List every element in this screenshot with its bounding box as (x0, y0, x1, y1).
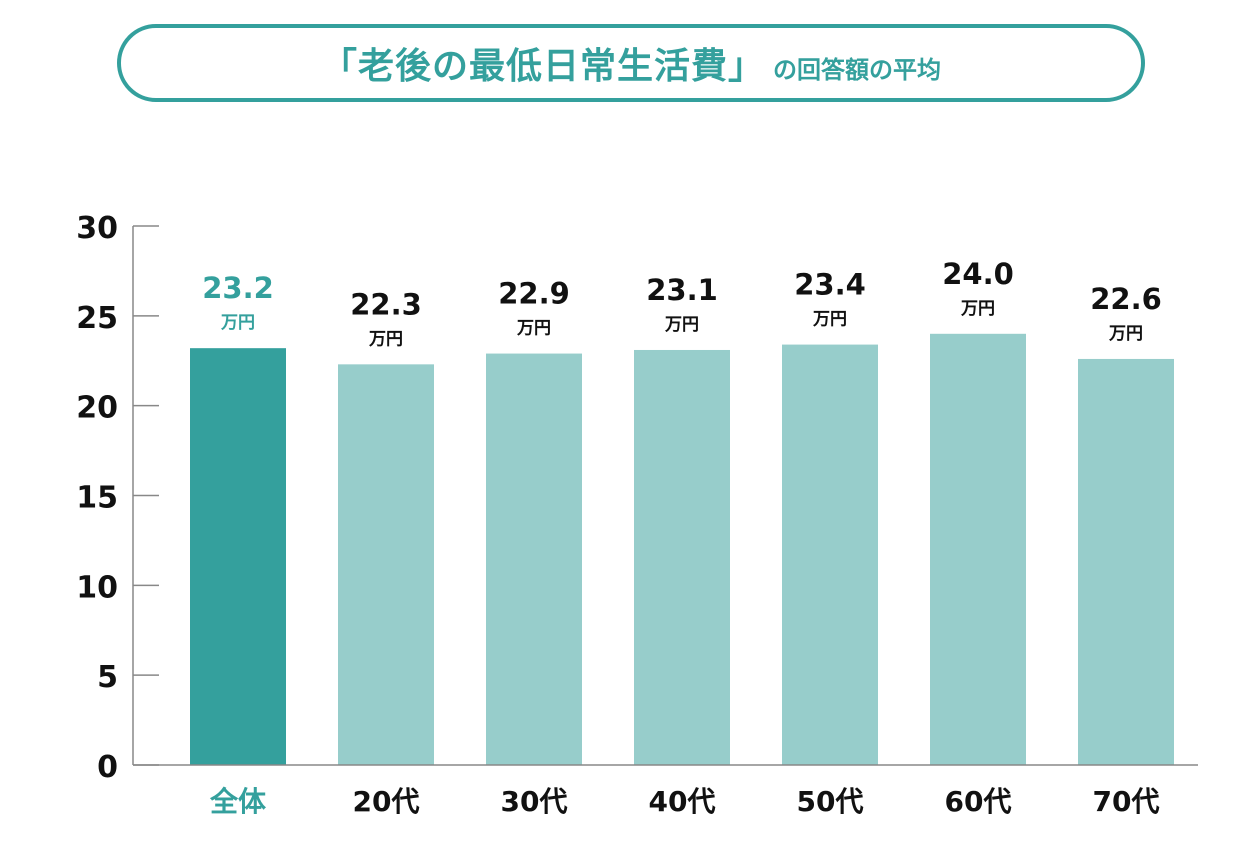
y-tick-label: 5 (97, 660, 118, 695)
y-tick-label: 10 (76, 570, 118, 605)
bar (190, 348, 286, 765)
value-unit-label: 万円 (812, 310, 847, 330)
value-label: 24.0 (942, 257, 1014, 291)
y-tick-label: 0 (97, 750, 118, 785)
value-label: 22.6 (1090, 282, 1162, 316)
y-tick-label: 25 (76, 301, 118, 336)
x-category-label: 70代 (1093, 785, 1160, 818)
y-tick-label: 15 (76, 481, 118, 516)
x-category-label: 30代 (501, 785, 568, 818)
value-unit-label: 万円 (220, 313, 255, 333)
value-label: 23.4 (794, 268, 866, 302)
bar (1078, 358, 1174, 765)
bar (634, 349, 730, 765)
value-label: 23.1 (646, 273, 718, 307)
chart-title: 「老後の最低日常生活費」 (320, 46, 765, 87)
chart-subtitle: の回答額の平均 (773, 55, 941, 84)
x-category-label: 40代 (649, 785, 716, 818)
bar (338, 364, 434, 765)
y-tick-label: 20 (76, 391, 118, 426)
value-label: 23.2 (202, 271, 274, 305)
x-category-label: 60代 (945, 785, 1012, 818)
value-unit-label: 万円 (368, 329, 403, 349)
x-category-label: 50代 (797, 785, 864, 818)
value-unit-label: 万円 (664, 315, 699, 335)
bar (486, 353, 582, 765)
value-unit-label: 万円 (516, 319, 551, 339)
bar (930, 333, 1026, 765)
value-unit-label: 万円 (1108, 324, 1143, 344)
bar (782, 344, 878, 765)
x-category-label: 20代 (353, 785, 420, 818)
value-label: 22.9 (498, 277, 570, 311)
y-tick-label: 30 (76, 211, 118, 246)
x-category-label: 全体 (209, 785, 267, 818)
value-label: 22.3 (350, 287, 422, 321)
chart-title-box: 「老後の最低日常生活費」 の回答額の平均 (117, 24, 1145, 102)
value-unit-label: 万円 (960, 299, 995, 319)
